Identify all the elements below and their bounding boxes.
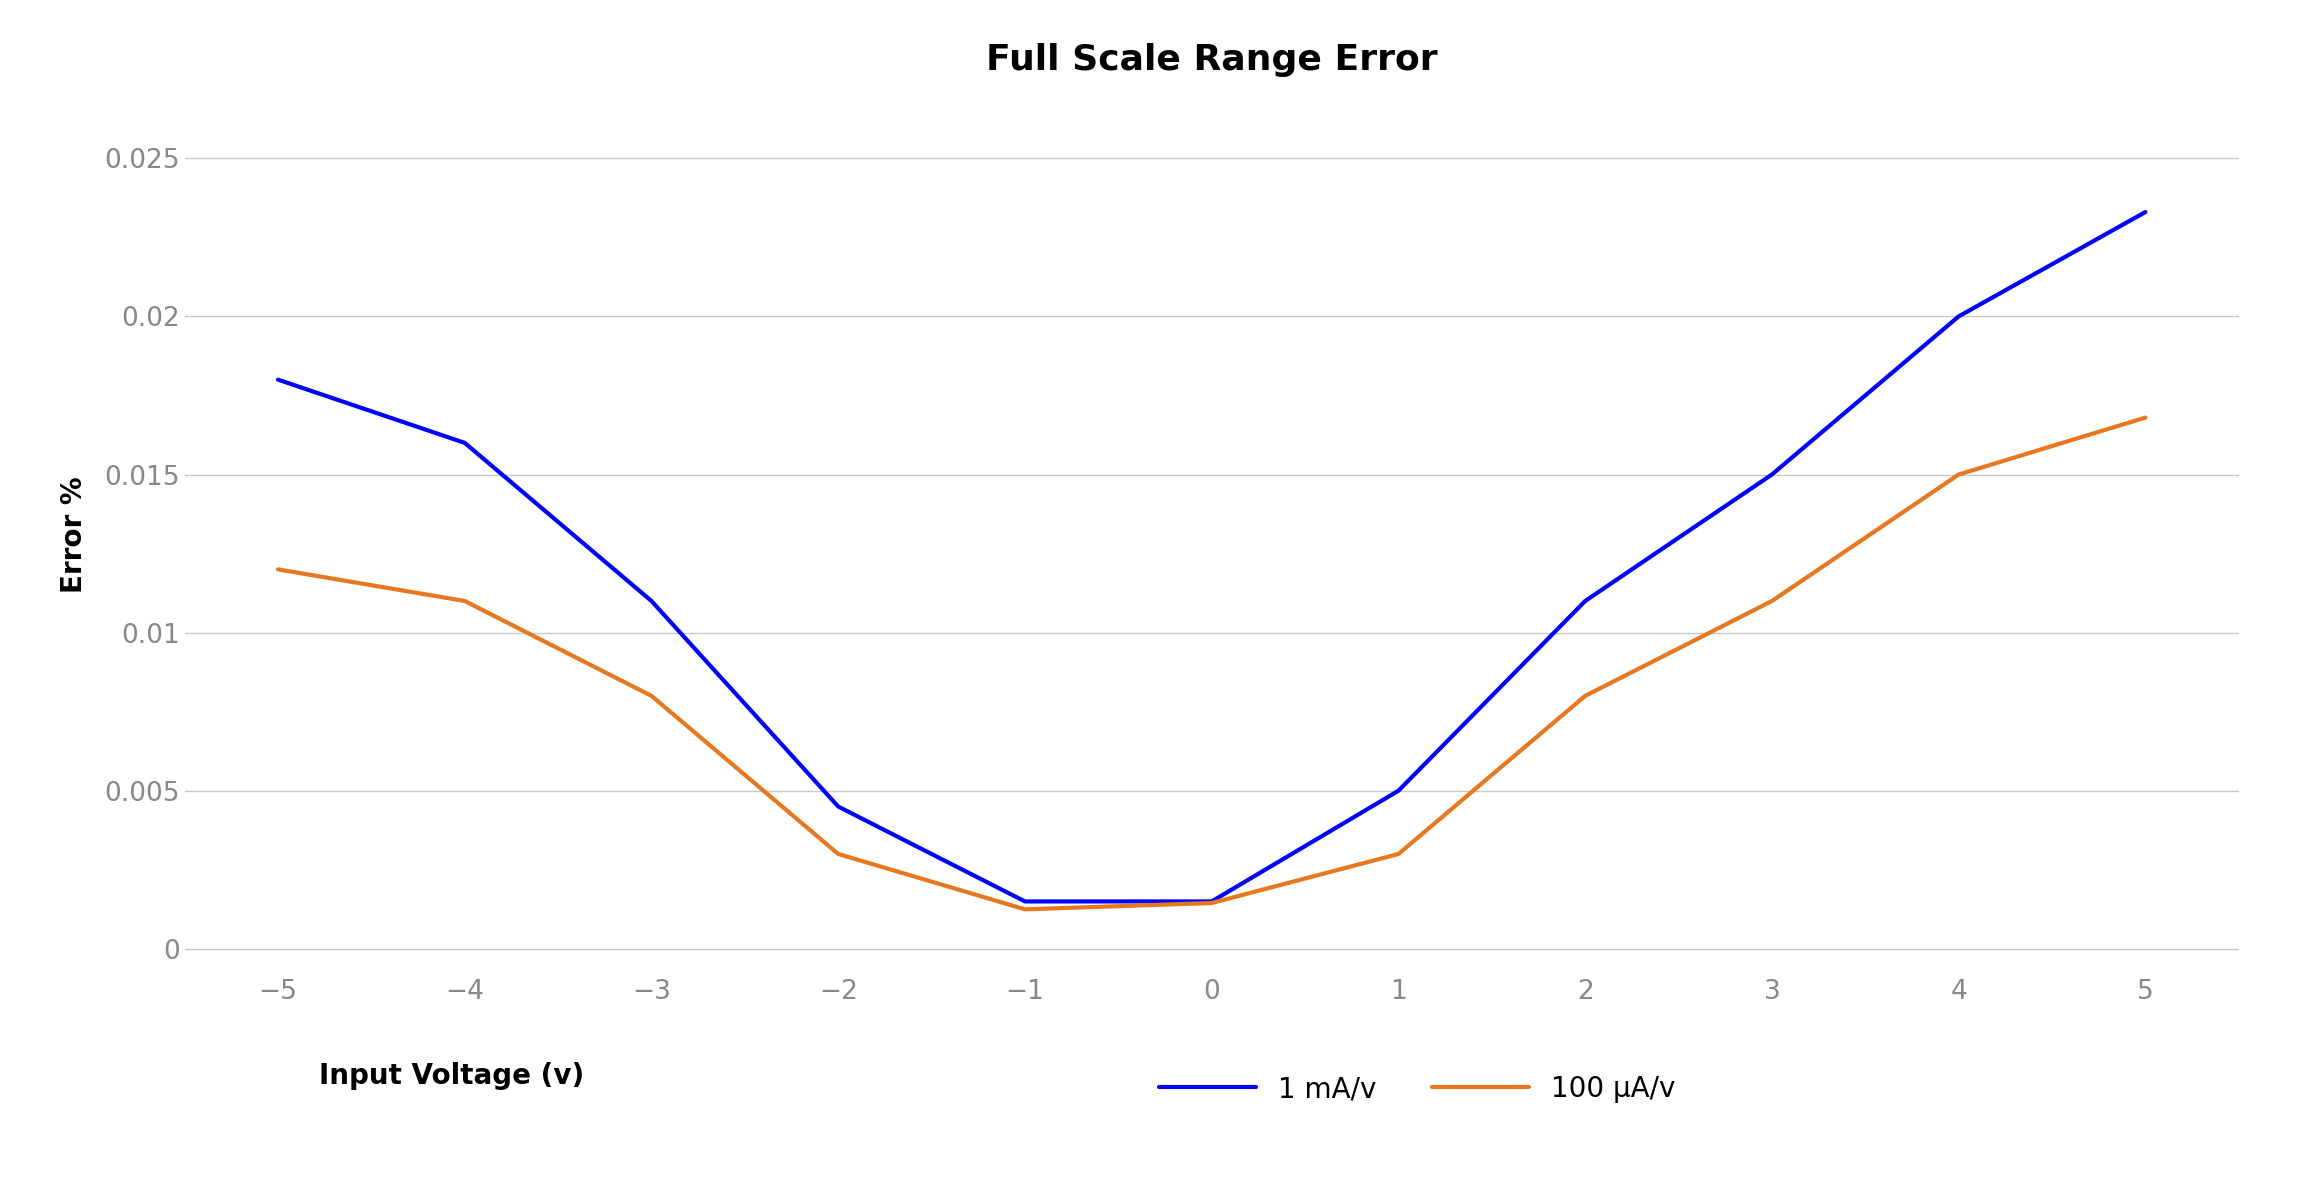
- 1 mA/v: [450, 436, 478, 450]
- 1 mA/v: [263, 373, 291, 387]
- Y-axis label: Error %: Error %: [60, 476, 88, 593]
- 100 μA/v: [2133, 411, 2160, 425]
- 100 μA/v: [1946, 467, 1973, 481]
- 100 μA/v: [824, 847, 852, 861]
- 100 μA/v: [637, 689, 665, 703]
- 1 mA/v: [1011, 895, 1039, 909]
- Line: 100 μA/v: 100 μA/v: [277, 418, 2146, 909]
- 100 μA/v: [1011, 902, 1039, 916]
- 1 mA/v: [824, 800, 852, 814]
- 1 mA/v: [1385, 784, 1412, 798]
- 1 mA/v: [1759, 467, 1786, 481]
- 100 μA/v: [1572, 689, 1599, 703]
- Line: 1 mA/v: 1 mA/v: [277, 211, 2146, 902]
- 1 mA/v: [1946, 309, 1973, 323]
- Legend: 1 mA/v, 100 μA/v: 1 mA/v, 100 μA/v: [1147, 1064, 1687, 1114]
- 1 mA/v: [1572, 594, 1599, 608]
- 1 mA/v: [637, 594, 665, 608]
- 1 mA/v: [1198, 895, 1226, 909]
- 1 mA/v: [2133, 204, 2160, 219]
- 100 μA/v: [450, 594, 478, 608]
- 100 μA/v: [1759, 594, 1786, 608]
- 100 μA/v: [1198, 896, 1226, 910]
- 100 μA/v: [1385, 847, 1412, 861]
- Title: Full Scale Range Error: Full Scale Range Error: [986, 43, 1438, 77]
- 100 μA/v: [263, 562, 291, 576]
- X-axis label: Input Voltage (v): Input Voltage (v): [319, 1062, 584, 1091]
